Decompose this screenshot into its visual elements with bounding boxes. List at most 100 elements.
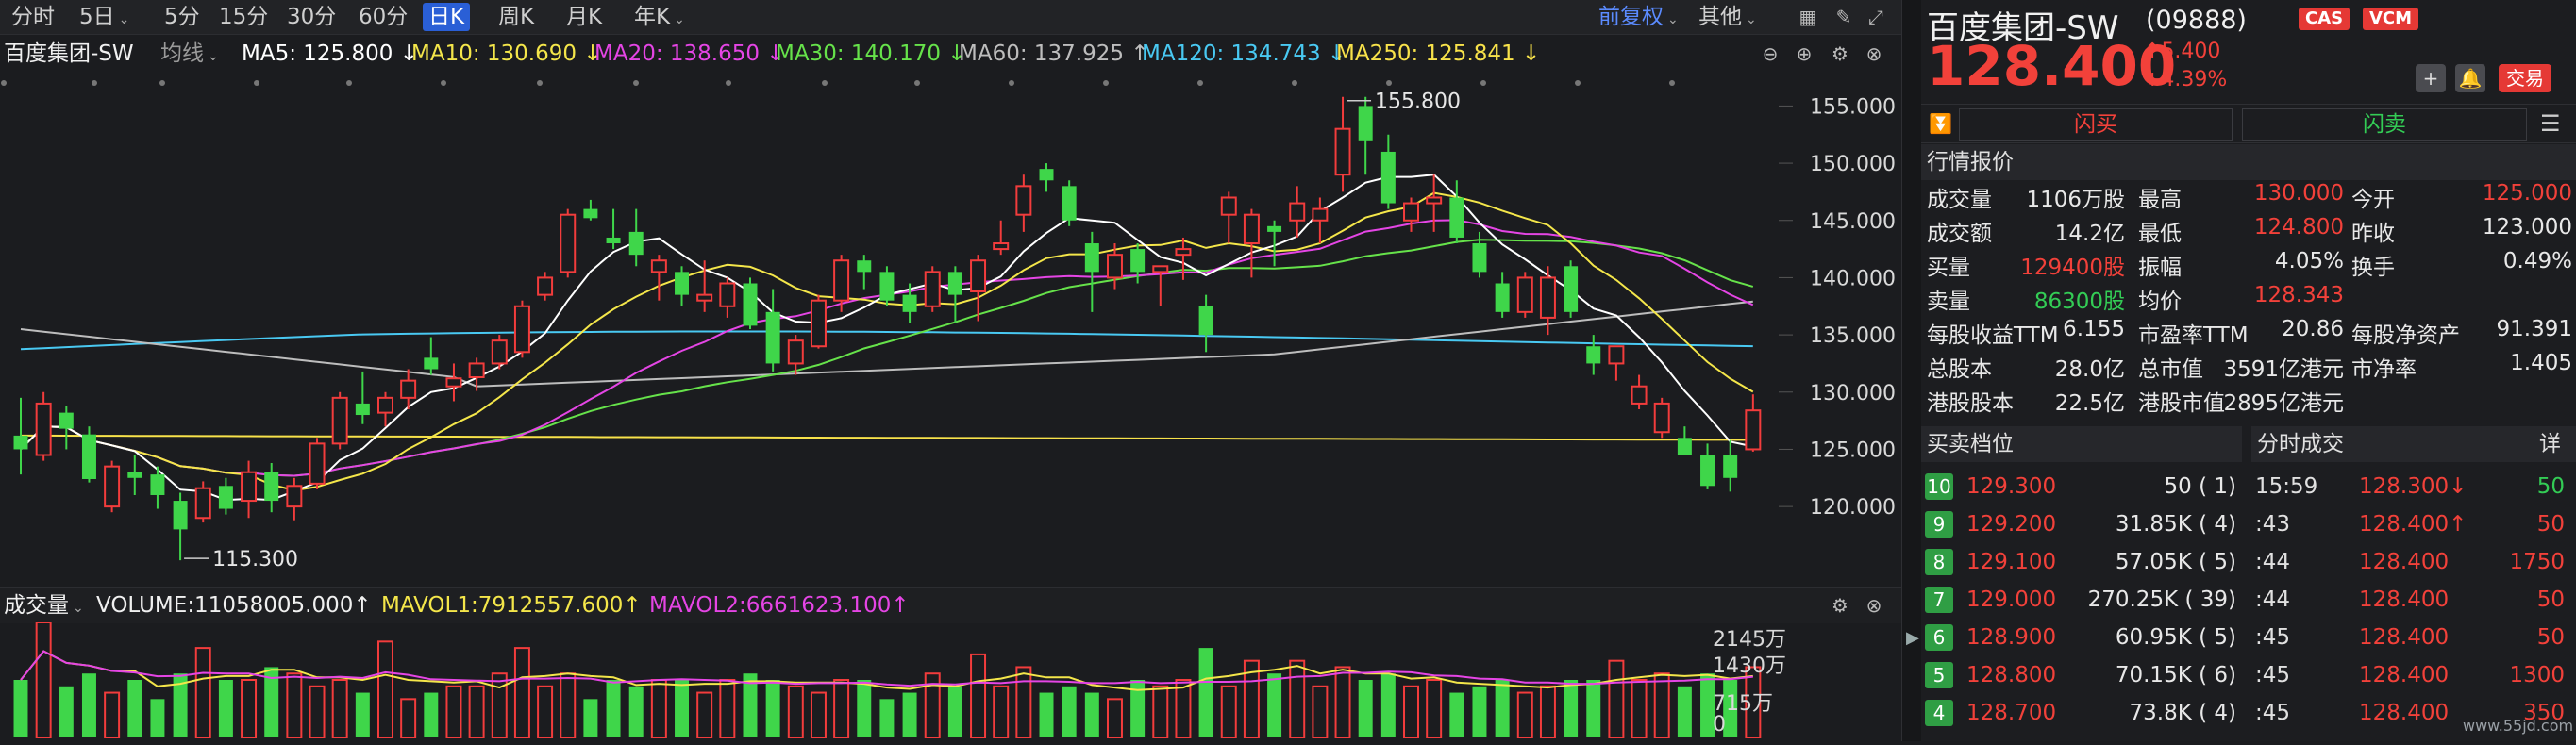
candle-body: [1403, 202, 1419, 222]
orderbook-row[interactable]: 5 128.800 70.15K ( 6): [1921, 656, 2242, 694]
candle-body: [1449, 197, 1464, 238]
collapse-arrow-icon[interactable]: ▶: [1906, 628, 1919, 648]
flash-trade-bar: ⏬ 闪买 闪卖 ☰: [1921, 104, 2576, 143]
close-icon[interactable]: ⊗: [1865, 42, 1882, 65]
grid-dot: [1, 80, 7, 86]
orderbook-price: 129.100: [1966, 550, 2057, 574]
draw-pen-icon[interactable]: ✎: [1835, 6, 1852, 28]
flash-buy-button[interactable]: 闪买: [1959, 108, 2233, 141]
period-tab-30min[interactable]: 30分: [287, 5, 337, 29]
volume-bar: [650, 679, 667, 738]
cas-badge: CAS: [2299, 8, 2350, 30]
grid-layout-icon[interactable]: ▦: [1798, 6, 1817, 28]
tick-price: 128.300↓: [2359, 474, 2467, 499]
candle-body: [264, 472, 279, 502]
candle-body: [1380, 151, 1396, 204]
panel-splitter[interactable]: ▶: [1901, 0, 1922, 741]
zoom-out-icon[interactable]: ⊖: [1762, 42, 1779, 65]
ma120-label: MA120: 134.743 ↓: [1142, 41, 1347, 66]
y-tick-label: 140.000: [1810, 267, 1896, 290]
ticks-detail-button[interactable]: 详: [2539, 432, 2561, 456]
other-label: 其他: [1698, 5, 1742, 29]
volume-bar: [173, 673, 188, 737]
volume-bar: [719, 679, 736, 738]
volume-bar: [1586, 680, 1601, 737]
quote-label: 总股本: [1927, 357, 1992, 382]
volume-settings-gear-icon[interactable]: ⚙: [1832, 594, 1848, 617]
volume-close-icon[interactable]: ⊗: [1865, 594, 1882, 617]
stock-code: (09888): [2146, 6, 2247, 35]
grid-dot: [1197, 80, 1203, 86]
candle-body: [1653, 402, 1670, 434]
mavol2-line: [20, 650, 1753, 687]
orderbook-row[interactable]: 4 128.700 73.8K ( 4): [1921, 694, 2242, 732]
grid-dot: [1480, 80, 1486, 86]
orderbook-level: 10: [1925, 473, 1953, 500]
volume-chart[interactable]: 2145万 1430万 715万 0: [0, 621, 1901, 741]
period-tab-daily[interactable]: 日K: [423, 3, 471, 31]
volume-bar: [675, 680, 690, 737]
period-tab-60min[interactable]: 60分: [359, 5, 409, 29]
avg-line-dropdown[interactable]: 均线 ⌄: [160, 36, 219, 72]
period-tab-monthly[interactable]: 月K: [566, 5, 603, 29]
period-tab-yearly[interactable]: 年K ⌄: [628, 0, 691, 34]
volume-bar: [1380, 673, 1396, 737]
candle-body: [696, 293, 713, 302]
orderbook-row[interactable]: 8 129.100 57.05K ( 5): [1921, 543, 2242, 581]
candle-body: [150, 474, 165, 495]
grid-dot: [159, 80, 165, 86]
volume-bar: [1106, 698, 1123, 739]
candle-body: [1539, 276, 1556, 319]
candle-body: [445, 377, 462, 388]
volume-bar: [35, 621, 52, 738]
orderbook-row[interactable]: 9 129.200 31.85K ( 4): [1921, 505, 2242, 543]
other-dropdown[interactable]: 其他 ⌄: [1698, 0, 1757, 34]
period-tab-5min[interactable]: 5分: [164, 5, 200, 29]
candle-body: [1334, 127, 1351, 176]
orderbook-level: 9: [1925, 511, 1953, 538]
orderbook-row[interactable]: 7 129.000 270.25K ( 39): [1921, 581, 2242, 619]
zoom-in-icon[interactable]: ⊕: [1796, 42, 1813, 65]
candle-body: [331, 396, 348, 445]
candle-body: [1472, 243, 1487, 273]
bell-icon[interactable]: 🔔: [2455, 64, 2485, 92]
adjust-label: 前复权: [1598, 5, 1664, 29]
volume-bar: [194, 647, 211, 738]
candle-body: [765, 311, 780, 364]
trade-button[interactable]: 交易: [2499, 64, 2551, 92]
settings-gear-icon[interactable]: ⚙: [1832, 42, 1848, 65]
candle-body: [1267, 225, 1282, 232]
tick-time: :44: [2255, 588, 2291, 612]
volume-bar: [1267, 673, 1282, 737]
period-tab-intraday[interactable]: 分时: [11, 5, 55, 29]
candle-body: [1426, 196, 1443, 205]
low-price-label: 115.300: [212, 548, 298, 571]
orderbook-row[interactable]: 10 129.300 50 ( 1): [1921, 468, 2242, 505]
tick-volume: 50: [2536, 588, 2565, 612]
ma5-label: MA5: 125.800 ↓: [242, 41, 418, 66]
adjust-dropdown[interactable]: 前复权 ⌄: [1598, 0, 1679, 34]
volume-bar: [331, 679, 348, 738]
period-tab-yearly-label: 年K: [634, 5, 671, 29]
flash-sell-button[interactable]: 闪卖: [2242, 108, 2527, 141]
expand-icon[interactable]: ⏬: [1929, 112, 1952, 135]
volume-bar: [513, 647, 530, 738]
period-tab-15min[interactable]: 15分: [219, 5, 269, 29]
candle-body: [218, 486, 233, 509]
fullscreen-icon[interactable]: ⤢: [1868, 6, 1883, 28]
candle-body: [1289, 202, 1306, 222]
period-tab-5day[interactable]: 5日 ⌄: [74, 0, 135, 34]
menu-icon[interactable]: ☰: [2540, 110, 2561, 137]
quote-label: 成交额: [1927, 222, 1992, 246]
volume-indicator-dropdown[interactable]: 成交量 ⌄: [4, 588, 84, 623]
quote-label: 每股收益TTM: [1927, 323, 2059, 348]
add-watchlist-button[interactable]: +: [2416, 64, 2446, 92]
period-tab-weekly[interactable]: 周K: [498, 5, 535, 29]
volume-bar: [1403, 685, 1419, 738]
grid-dot: [914, 80, 920, 86]
kline-chart[interactable]: 155.000 150.000 145.000 140.000 135.000 130.0…: [0, 72, 1901, 587]
volume-bar: [857, 680, 872, 737]
tick-time: :45: [2255, 663, 2291, 687]
volume-title: 成交量: [4, 593, 69, 618]
orderbook-row[interactable]: 6 128.900 60.95K ( 5): [1921, 619, 2242, 656]
